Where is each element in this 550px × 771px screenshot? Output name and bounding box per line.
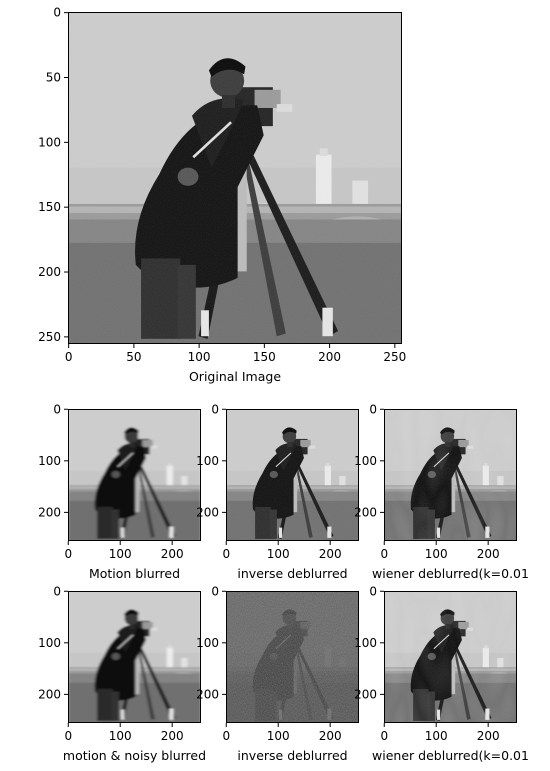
original-ytick-label-250: 250 xyxy=(38,330,61,344)
wiener-deblurred-1-ytick-label-0: 0 xyxy=(369,402,377,416)
original-ytick-label-150: 150 xyxy=(38,200,61,214)
original-image xyxy=(68,12,402,344)
motion-noisy-blurred-xtick-label-200: 200 xyxy=(161,729,184,743)
wiener-deblurred-1-xtick-label-100: 100 xyxy=(425,547,448,561)
panel-wiener-deblurred-2: 0 100 200 0 100 200 wiener deblurred(k=0.01 xyxy=(354,584,529,763)
motion-blurred-xtick-label-100: 100 xyxy=(109,547,132,561)
wiener-deblurred-1-image xyxy=(384,409,517,541)
motion-noisy-blurred-ytick-label-200: 200 xyxy=(38,687,61,701)
inverse-deblurred-2-xlabel: inverse deblurred xyxy=(237,748,347,763)
inverse-deblurred-2-ytick-label-100: 100 xyxy=(196,636,219,650)
wiener-deblurred-2-xlabel: wiener deblurred(k=0.01 xyxy=(372,748,529,763)
inverse-deblurred-2-xtick-label-100: 100 xyxy=(267,729,290,743)
motion-noisy-blurred-xtick-label-100: 100 xyxy=(109,729,132,743)
original-frame xyxy=(68,12,402,344)
inverse-deblurred-1-xtick-label-100: 100 xyxy=(267,547,290,561)
panel-wiener-deblurred-1: 0 100 200 0 100 200 wiener deblurred(k=0.01 xyxy=(354,402,529,581)
wiener-deblurred-1-frame xyxy=(384,409,517,541)
inverse-deblurred-2-xtick-label-0: 0 xyxy=(222,729,230,743)
wiener-deblurred-2-ytick-label-100: 100 xyxy=(354,636,377,650)
wiener-deblurred-1-xtick-label-0: 0 xyxy=(380,547,388,561)
wiener-deblurred-2-ytick-label-0: 0 xyxy=(369,584,377,598)
wiener-deblurred-2-xtick-label-100: 100 xyxy=(425,729,448,743)
wiener-deblurred-2-ytick-label-200: 200 xyxy=(354,687,377,701)
motion-noisy-blurred-ytick-label-100: 100 xyxy=(38,636,61,650)
panel-motion-noisy-blurred: 0 100 200 0 100 200 motion & noisy blurred xyxy=(38,584,206,763)
motion-noisy-blurred-ytick-label-0: 0 xyxy=(53,584,61,598)
wiener-deblurred-1-xtick-label-200: 200 xyxy=(477,547,500,561)
wiener-deblurred-1-ytick-label-200: 200 xyxy=(354,505,377,519)
original-xtick-label-200: 200 xyxy=(318,350,341,364)
motion-blurred-ytick-label-200: 200 xyxy=(38,505,61,519)
motion-noisy-blurred-frame xyxy=(68,591,201,723)
inverse-deblurred-2-frame xyxy=(226,591,359,723)
inverse-deblurred-1-xtick-label-200: 200 xyxy=(319,547,342,561)
wiener-deblurred-2-xtick-label-0: 0 xyxy=(380,729,388,743)
motion-blurred-frame xyxy=(68,409,201,541)
wiener-deblurred-2-frame xyxy=(384,591,517,723)
original-ytick-label-200: 200 xyxy=(38,265,61,279)
panel-inverse-deblurred-1: 0 100 200 0 100 200 inverse deblurred xyxy=(196,402,359,581)
original-xlabel: Original Image xyxy=(189,369,281,384)
inverse-deblurred-1-image xyxy=(226,409,359,541)
motion-blurred-image xyxy=(68,409,201,541)
panel-motion-blurred: 0 100 200 0 100 200 Motion blurred xyxy=(38,402,201,581)
panels-layer: 0 50 100 150 200 250 0 50 100 150 200 250 Original I… xyxy=(38,6,529,763)
panel-original: 0 50 100 150 200 250 0 50 100 150 200 250 Original I… xyxy=(38,6,406,384)
wiener-deblurred-1-ytick-label-100: 100 xyxy=(354,454,377,468)
inverse-deblurred-1-xtick-label-0: 0 xyxy=(222,547,230,561)
inverse-deblurred-1-ytick-label-100: 100 xyxy=(196,454,219,468)
inverse-deblurred-2-ytick-label-0: 0 xyxy=(211,584,219,598)
inverse-deblurred-2-xtick-label-200: 200 xyxy=(319,729,342,743)
original-ytick-label-0: 0 xyxy=(53,6,61,20)
wiener-deblurred-2-image xyxy=(384,591,517,723)
motion-blurred-xlabel: Motion blurred xyxy=(89,566,180,581)
original-ytick-label-100: 100 xyxy=(38,135,61,149)
inverse-deblurred-2-ytick-label-200: 200 xyxy=(196,687,219,701)
original-xtick-label-150: 150 xyxy=(253,350,276,364)
motion-blurred-xtick-label-0: 0 xyxy=(64,547,72,561)
motion-blurred-xtick-label-200: 200 xyxy=(161,547,184,561)
motion-blurred-ytick-label-100: 100 xyxy=(38,454,61,468)
inverse-deblurred-1-xlabel: inverse deblurred xyxy=(237,566,347,581)
original-ytick-label-50: 50 xyxy=(46,70,61,84)
original-xtick-label-250: 250 xyxy=(383,350,406,364)
motion-blurred-ytick-label-0: 0 xyxy=(53,402,61,416)
wiener-deblurred-1-xlabel: wiener deblurred(k=0.01 xyxy=(372,566,529,581)
motion-noisy-blurred-image xyxy=(68,591,201,723)
motion-noisy-blurred-xtick-label-0: 0 xyxy=(64,729,72,743)
wiener-deblurred-2-xtick-label-200: 200 xyxy=(477,729,500,743)
original-xtick-label-50: 50 xyxy=(126,350,141,364)
inverse-deblurred-2-image xyxy=(226,591,359,723)
inverse-deblurred-1-ytick-label-200: 200 xyxy=(196,505,219,519)
inverse-deblurred-1-ytick-label-0: 0 xyxy=(211,402,219,416)
panel-inverse-deblurred-2: 0 100 200 0 100 200 inverse deblurred xyxy=(196,584,359,763)
original-xtick-label-0: 0 xyxy=(65,350,73,364)
original-xtick-label-100: 100 xyxy=(188,350,211,364)
inverse-deblurred-1-frame xyxy=(226,409,359,541)
motion-noisy-blurred-xlabel: motion & noisy blurred xyxy=(63,748,206,763)
